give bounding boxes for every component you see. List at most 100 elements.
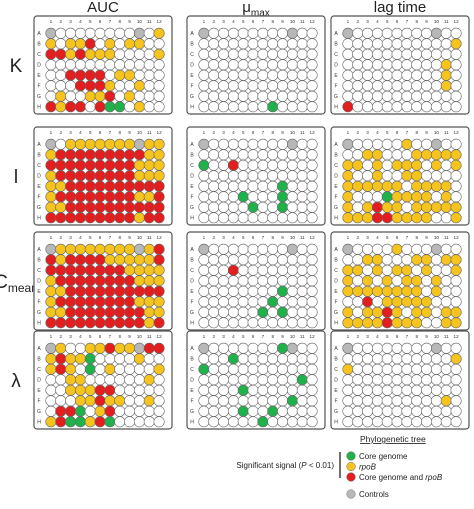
plate-col-number: 4: [79, 334, 82, 339]
well: [421, 317, 433, 329]
well: [401, 38, 413, 50]
well: [296, 296, 308, 308]
plate-row-letter: F: [37, 84, 40, 90]
plate-col-number: 5: [89, 235, 92, 240]
well: [430, 306, 442, 318]
well: [267, 101, 279, 113]
well: [286, 48, 298, 60]
plate-col-number: 3: [222, 334, 225, 339]
plate-row-letter: D: [334, 63, 338, 69]
well: [104, 59, 116, 71]
well: [198, 48, 210, 60]
well: [306, 384, 318, 396]
well: [411, 170, 423, 182]
well: [198, 69, 210, 81]
well: [411, 180, 423, 192]
well: [198, 384, 210, 396]
well: [296, 90, 308, 102]
plate-row-letter: C: [190, 163, 194, 169]
well: [371, 138, 383, 150]
plate-col-number: 1: [50, 19, 53, 24]
well: [352, 59, 364, 71]
well: [247, 201, 259, 213]
plate-col-number: 4: [232, 334, 235, 339]
well: [362, 285, 374, 297]
well: [450, 38, 462, 50]
well: [237, 101, 249, 113]
well: [94, 159, 106, 171]
well: [114, 306, 126, 318]
well: [133, 254, 145, 266]
well: [391, 212, 403, 224]
well: [352, 90, 364, 102]
plate-col-number: 5: [242, 130, 245, 135]
plate-col-number: 4: [232, 235, 235, 240]
well: [421, 191, 433, 203]
plate-row-letter: H: [334, 216, 338, 222]
plate-col-number: 2: [356, 130, 359, 135]
plate-row-letter: E: [190, 289, 194, 295]
plate-col-number: 3: [222, 19, 225, 24]
well: [286, 384, 298, 396]
well: [450, 384, 462, 396]
well: [94, 405, 106, 417]
well: [267, 254, 279, 266]
plate-col-number: 7: [109, 334, 112, 339]
well: [208, 275, 220, 287]
well: [74, 317, 86, 329]
well: [391, 254, 403, 266]
well: [342, 254, 354, 266]
well: [267, 264, 279, 276]
well: [208, 374, 220, 386]
legend-label: Core genome and rpoB: [359, 473, 443, 482]
well: [306, 243, 318, 255]
well: [371, 317, 383, 329]
well: [237, 138, 249, 150]
well: [247, 384, 259, 396]
well: [352, 149, 364, 161]
well: [267, 416, 279, 428]
well: [104, 416, 116, 428]
well: [153, 38, 165, 50]
well: [74, 342, 86, 354]
plate-col-number: 10: [137, 19, 143, 24]
plate-row-letter: A: [334, 31, 338, 37]
well: [84, 69, 96, 81]
well: [227, 405, 239, 417]
well: [381, 275, 393, 287]
well: [153, 101, 165, 113]
well: [133, 191, 145, 203]
plate-col-number: 5: [242, 19, 245, 24]
well: [45, 138, 57, 150]
plate-row-letter: E: [334, 388, 338, 394]
well: [286, 170, 298, 182]
well: [286, 101, 298, 113]
well: [411, 384, 423, 396]
well: [133, 201, 145, 213]
plate-row-letter: E: [37, 184, 41, 190]
plate-row-letter: B: [190, 153, 194, 159]
well: [124, 285, 136, 297]
plate-row-letter: C: [334, 268, 338, 274]
well: [218, 159, 230, 171]
well: [84, 374, 96, 386]
well: [94, 342, 106, 354]
well: [65, 342, 77, 354]
well: [74, 254, 86, 266]
well: [362, 374, 374, 386]
well: [124, 170, 136, 182]
well: [306, 90, 318, 102]
well: [342, 395, 354, 407]
well: [124, 38, 136, 50]
well: [401, 101, 413, 113]
well: [208, 264, 220, 276]
well: [114, 201, 126, 213]
well: [94, 275, 106, 287]
well: [55, 317, 67, 329]
well: [237, 191, 249, 203]
plate-row-letter: C: [334, 163, 338, 169]
well: [247, 149, 259, 161]
well: [381, 264, 393, 276]
well: [247, 48, 259, 60]
well: [342, 59, 354, 71]
